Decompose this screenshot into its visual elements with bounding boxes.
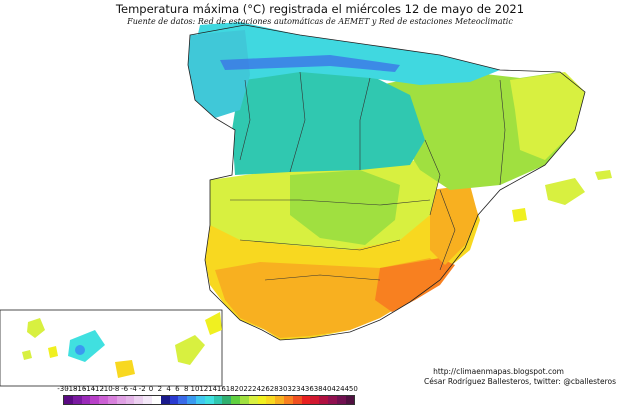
legend-swatch [292, 396, 302, 404]
legend-swatch [143, 396, 152, 404]
legend-swatch [319, 396, 328, 404]
legend-tick-label: -18 [66, 385, 78, 393]
map-subtitle: Fuente de datos: Red de estaciones autom… [127, 17, 513, 26]
legend-tick-label: 18 [225, 385, 235, 393]
legend-tick-label: -30 [57, 385, 69, 393]
legend-swatch [213, 396, 223, 404]
legend-tick-label: 20 [234, 385, 244, 393]
legend-swatch [301, 396, 311, 404]
spain-galicia [188, 30, 250, 118]
province-borders [230, 71, 506, 281]
legend-tick-label: 40 [322, 385, 332, 393]
credit-author: César Rodríguez Ballesteros, twitter: @c… [424, 377, 616, 386]
legend-swatch [310, 396, 320, 404]
legend-color-bar [63, 395, 356, 405]
legend-tick-label: 50 [348, 385, 358, 393]
legend-tick-label: -4 [129, 385, 137, 393]
legend-tick-label: 28 [269, 385, 279, 393]
legend-tick-label: 32 [287, 385, 297, 393]
legend-swatch [257, 396, 267, 404]
legend-tick-label: 2 [157, 385, 163, 393]
legend-swatch [116, 396, 126, 404]
legend-swatch [336, 396, 346, 404]
map-title: Temperatura máxima (°C) registrada el mi… [115, 2, 525, 16]
legend-tick-label: 0 [148, 385, 154, 393]
legend-tick-label: 24 [252, 385, 262, 393]
legend-tick-labels: -30 -18 -16 -14 -12 -10 -8 -6 -4 -2 0 2 4 6 8 10 12 14 16 1… [57, 385, 636, 395]
legend-tick-label: 44 [340, 385, 350, 393]
legend-tick-label: -2 [138, 385, 146, 393]
spain-northwest-plateau [232, 70, 425, 175]
legend-tick-label: -6 [121, 385, 129, 393]
legend-tick-label: 34 [296, 385, 306, 393]
canary-inset-frame [0, 309, 223, 387]
legend-swatch [90, 396, 100, 404]
legend-swatch [99, 396, 108, 404]
legend-swatch [275, 396, 284, 404]
legend-tick-label: 12 [199, 385, 209, 393]
legend-swatch [151, 396, 161, 404]
legend-tick-label: 42 [331, 385, 341, 393]
legend-tick-label: 4 [166, 385, 171, 393]
legend-tick-label: -12 [92, 385, 104, 393]
spain-central-green [290, 170, 400, 245]
legend-swatch [283, 396, 293, 404]
legend-tick-label: 10 [190, 385, 200, 393]
spain-cantabrian-mountains [220, 55, 400, 72]
legend-swatch [204, 396, 214, 404]
legend-swatch [187, 396, 196, 404]
legend-swatch [345, 396, 355, 404]
legend-swatch [107, 396, 117, 404]
legend-tick-label: 16 [216, 385, 226, 393]
legend-swatch [231, 396, 240, 404]
spain-outline [187, 24, 586, 341]
legend-tick-label: -16 [74, 385, 87, 393]
legend-tick-label: 6 [175, 385, 180, 393]
spain-catalonia [510, 72, 585, 160]
credit-url: http://climaenmapas.blogspot.com [433, 367, 564, 376]
ibiza [512, 208, 527, 222]
legend-tick-label: -10 [101, 385, 113, 393]
spain-north-cool [192, 22, 500, 90]
legend-tick-label: -8 [112, 385, 120, 393]
legend-tick-label: 22 [243, 385, 253, 393]
legend-tick-label: 14 [208, 385, 218, 393]
legend-swatch [178, 396, 188, 404]
legend-swatch [81, 396, 91, 404]
mallorca [545, 178, 585, 205]
legend-tick-label: 26 [260, 385, 270, 393]
legend-swatch [266, 396, 276, 404]
canary-islands [22, 312, 222, 378]
spain-east-coast [430, 185, 478, 265]
legend-swatch [222, 396, 232, 404]
legend-swatch [239, 396, 249, 404]
legend-tick-label: 30 [278, 385, 288, 393]
legend-swatch [125, 396, 135, 404]
legend-tick-label: 38 [313, 385, 323, 393]
spain-southeast-hottest [375, 258, 455, 312]
legend-swatch [195, 396, 205, 404]
legend-swatch [72, 396, 82, 404]
menorca [595, 170, 612, 180]
legend-tick-label: 36 [304, 385, 314, 393]
portugal-area [170, 118, 235, 305]
legend-swatch [248, 396, 258, 404]
legend-swatch [327, 396, 337, 404]
legend-tick-label: -14 [83, 385, 96, 393]
legend-swatch [160, 396, 170, 404]
legend-swatch [64, 396, 73, 404]
legend-tick-label: 8 [183, 385, 189, 393]
legend-swatch [134, 396, 144, 404]
legend-swatch [169, 396, 179, 404]
